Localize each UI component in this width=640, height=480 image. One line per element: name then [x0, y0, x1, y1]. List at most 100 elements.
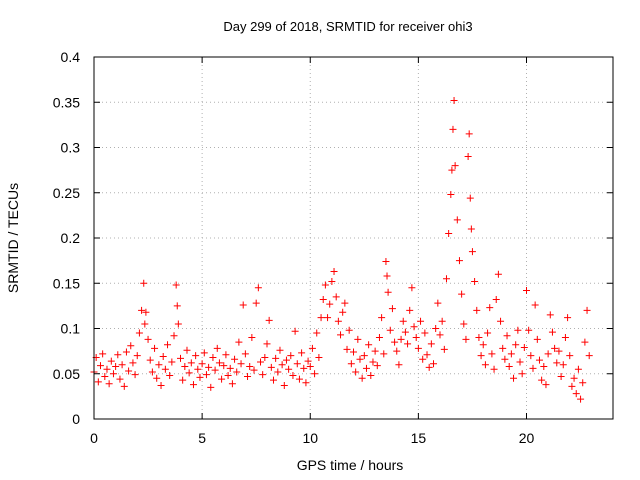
data-point: [103, 365, 111, 373]
data-point: [269, 376, 277, 384]
chart-title: Day 299 of 2018, SRMTID for receiver ohi…: [223, 19, 472, 34]
data-point: [261, 353, 269, 361]
data-point: [220, 362, 228, 370]
data-point: [131, 371, 139, 379]
data-point: [397, 335, 405, 343]
data-point: [488, 350, 496, 358]
data-point: [226, 364, 234, 372]
data-point: [561, 334, 569, 342]
data-point: [129, 359, 137, 367]
data-point: [144, 335, 152, 343]
data-point: [257, 358, 265, 366]
data-point: [572, 390, 580, 398]
data-point: [313, 329, 321, 337]
data-point: [414, 344, 422, 352]
data-point: [458, 290, 466, 298]
data-point: [328, 277, 336, 285]
data-point: [239, 301, 247, 309]
data-point: [259, 371, 267, 379]
y-tick-label: 0.3: [61, 140, 81, 156]
data-point: [148, 368, 156, 376]
data-point: [304, 357, 312, 365]
data-point: [248, 334, 256, 342]
data-point: [172, 281, 180, 289]
data-point: [151, 344, 159, 352]
data-point: [157, 382, 165, 390]
data-point: [114, 351, 122, 359]
data-point: [315, 353, 323, 361]
data-point: [198, 360, 206, 368]
data-point: [196, 373, 204, 381]
data-point: [533, 335, 541, 343]
data-point: [252, 299, 260, 307]
data-point: [291, 327, 299, 335]
data-point: [450, 96, 458, 104]
data-point: [367, 372, 375, 380]
data-point: [404, 340, 412, 348]
data-point: [360, 352, 368, 360]
data-point: [164, 341, 172, 349]
data-point: [177, 354, 184, 362]
data-point: [557, 372, 565, 380]
data-point: [282, 356, 290, 364]
data-point: [116, 375, 124, 383]
y-tick-label: 0.15: [53, 275, 80, 291]
data-point: [481, 361, 489, 369]
data-point: [585, 352, 593, 360]
data-point: [453, 216, 461, 224]
data-point: [527, 352, 535, 360]
data-point: [408, 284, 416, 292]
data-point: [211, 366, 219, 374]
data-point: [109, 370, 117, 378]
data-point: [434, 299, 442, 307]
data-point: [465, 130, 473, 138]
data-point: [467, 225, 475, 233]
data-point: [430, 360, 438, 368]
data-points: [90, 96, 593, 403]
x-tick-label: 5: [198, 430, 206, 446]
data-point: [96, 362, 104, 370]
data-point: [250, 366, 258, 374]
x-tick-label: 0: [90, 430, 98, 446]
data-point: [548, 328, 556, 336]
data-point: [235, 338, 243, 346]
data-point: [423, 351, 431, 359]
data-point: [200, 349, 208, 357]
data-point: [213, 344, 221, 352]
data-point: [298, 349, 306, 357]
data-point: [581, 338, 589, 346]
data-point: [155, 361, 163, 369]
data-point: [170, 332, 178, 340]
data-point: [179, 376, 187, 384]
data-point: [449, 125, 457, 133]
data-point: [410, 323, 418, 331]
data-point: [159, 353, 167, 361]
data-point: [153, 374, 161, 382]
data-point: [218, 375, 226, 383]
data-point: [127, 342, 135, 350]
data-point: [142, 308, 150, 316]
data-point: [492, 296, 500, 304]
data-point: [174, 320, 182, 328]
data-point: [267, 363, 275, 371]
x-axis: 0 5 10 15 20: [90, 57, 534, 446]
data-point: [183, 346, 191, 354]
data-point: [308, 344, 316, 352]
data-point: [207, 383, 215, 391]
data-point: [438, 317, 446, 325]
data-point: [246, 363, 254, 371]
data-point: [99, 350, 107, 358]
data-point: [391, 338, 399, 346]
y-tick-label: 0.1: [61, 321, 81, 337]
data-point: [399, 317, 407, 325]
data-point: [272, 354, 280, 362]
data-point: [555, 347, 563, 355]
y-axis-label: SRMTID / TECUs: [5, 183, 21, 293]
data-point: [510, 374, 518, 382]
data-point: [319, 296, 327, 304]
data-point: [525, 326, 533, 334]
data-point: [254, 284, 262, 292]
data-point: [352, 368, 360, 376]
data-point: [112, 363, 120, 371]
data-point: [166, 372, 174, 380]
